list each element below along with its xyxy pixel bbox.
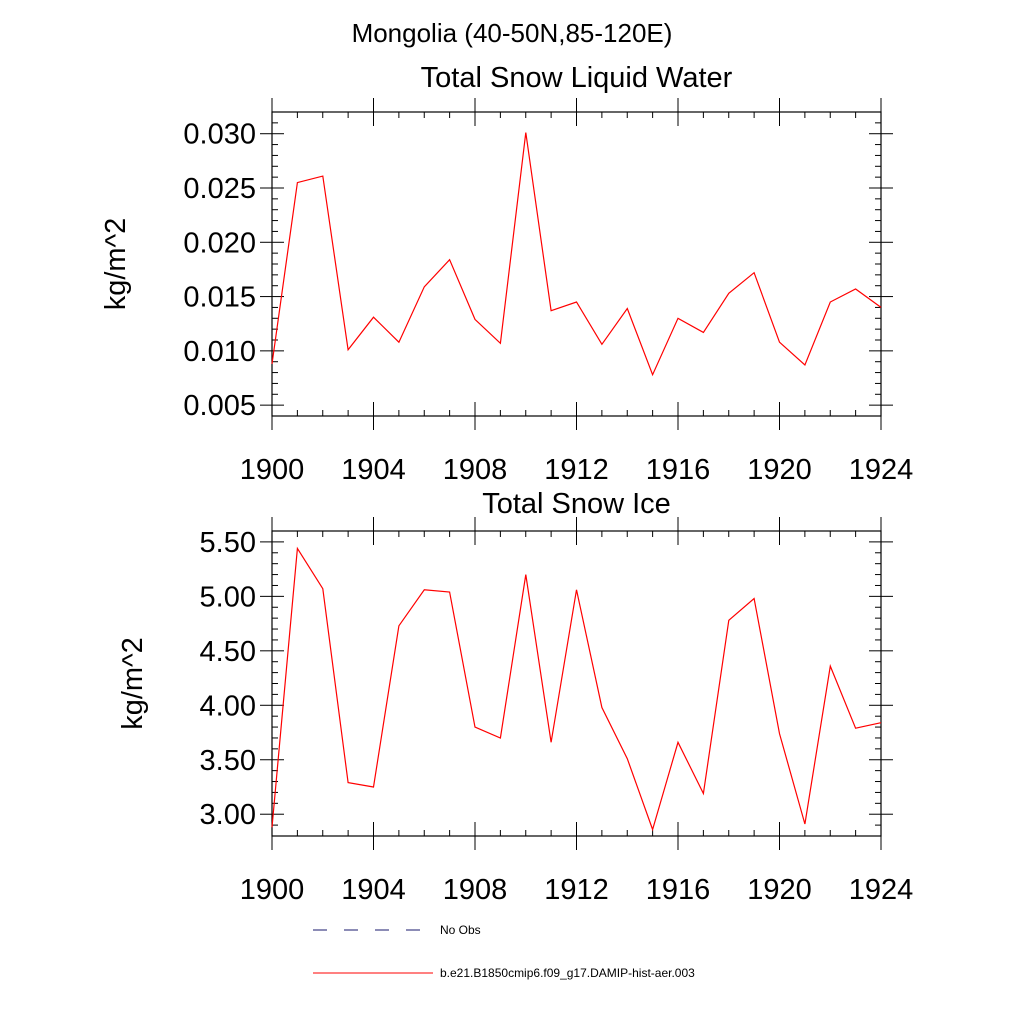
legend-label-model: b.e21.B1850cmip6.f09_g17.DAMIP-hist-aer.… [440,966,695,980]
legend: No Obs b.e21.B1850cmip6.f09_g17.DAMIP-hi… [313,923,695,980]
figure-title: Mongolia (40-50N,85-120E) [352,18,673,48]
ice-series-line [271,546,882,832]
liquid-y-tick-label: 0.020 [183,227,256,259]
ice-x-tick-label: 1920 [747,874,812,906]
panel-snow-liquid-water: Total Snow Liquid Water kg/m^2 1900 1904 190… [100,62,913,486]
ice-y-tick-label: 5.50 [200,527,256,559]
ice-x-tick-label: 1916 [646,874,711,906]
ice-y-tick-label: 4.50 [200,636,256,668]
liquid-x-tick-label: 1908 [443,454,508,486]
legend-label-no-obs: No Obs [440,923,481,937]
liquid-x-tick-label: 1912 [544,454,609,486]
ice-chart-title: Total Snow Ice [482,488,671,520]
liquid-x-tick-label: 1904 [341,454,406,486]
ice-x-tick-label: 1912 [544,874,609,906]
ice-x-tick-label: 1900 [240,874,305,906]
ice-y-tick-label: 4.00 [200,690,256,722]
liquid-y-tick-label: 0.025 [183,173,256,205]
liquid-plot-frame [271,111,882,417]
ice-x-tick-label: 1908 [443,874,508,906]
liquid-x-tick-label: 1920 [747,454,812,486]
ice-plot-frame [271,530,882,837]
liquid-y-tick-label: 0.005 [183,390,256,422]
liquid-y-tick-label: 0.015 [183,282,256,314]
ice-x-tick-label: 1904 [341,874,406,906]
ice-x-tick-label: 1924 [849,874,914,906]
ice-y-tick-label: 3.00 [200,799,256,831]
liquid-y-tick-label: 0.010 [183,336,256,368]
ice-y-axis-label: kg/m^2 [117,637,149,730]
ice-y-tick-label: 3.50 [200,745,256,777]
liquid-y-tick-label: 0.030 [183,119,256,151]
ice-y-tick-label: 5.00 [200,581,256,613]
liquid-y-axis-label: kg/m^2 [100,218,132,311]
liquid-x-tick-label: 1924 [849,454,914,486]
liquid-x-tick-label: 1916 [646,454,711,486]
panel-snow-ice: Total Snow Ice kg/m^2 1900 1904 1908 1912 1916… [117,488,913,906]
liquid-series-line [271,132,882,377]
liquid-chart-title: Total Snow Liquid Water [421,62,733,94]
liquid-x-tick-label: 1900 [240,454,305,486]
